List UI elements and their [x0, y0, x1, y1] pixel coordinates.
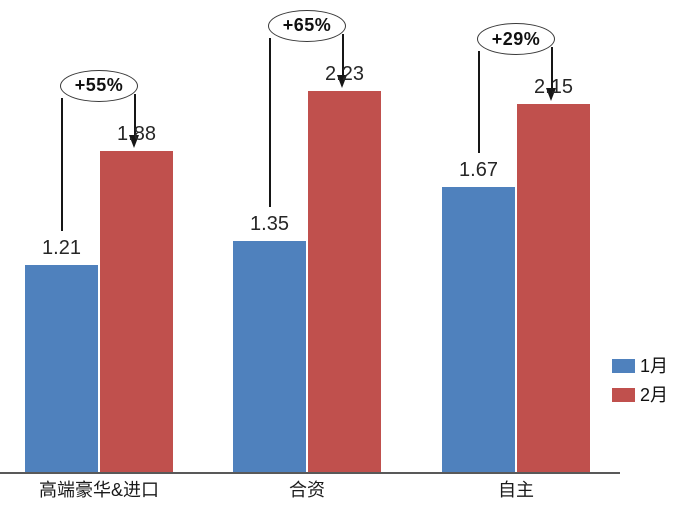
growth-annotation-label: +29% [491, 28, 541, 49]
bar-jan [25, 265, 98, 473]
growth-annotation-ellipse: +65% [268, 9, 346, 42]
annotation-arrow-line [550, 47, 553, 89]
arrow-down-icon [336, 74, 347, 88]
growth-annotation-label: +65% [282, 15, 332, 36]
bar-jan [442, 186, 515, 473]
legend-swatch-jan [612, 359, 635, 373]
growth-annotation-ellipse: +29% [477, 23, 555, 56]
x-axis-line [0, 472, 620, 474]
value-label-feb: 1.88 [117, 122, 156, 145]
legend-item-jan: 1月 [612, 357, 668, 375]
bar-feb [100, 150, 173, 473]
legend-item-feb: 2月 [612, 386, 668, 404]
bar-feb [517, 104, 590, 473]
category-label-joint-venture: 合资 [289, 480, 325, 500]
growth-annotation-ellipse: +55% [60, 69, 138, 102]
category-label-domestic: 自主 [498, 480, 534, 500]
legend-label-jan: 1月 [640, 356, 669, 376]
category-label-luxury-import: 高端豪华&进口 [38, 480, 160, 500]
annotation-connector-line [268, 37, 271, 208]
value-label-feb: 2.23 [325, 62, 364, 85]
arrow-down-icon [128, 134, 139, 148]
arrow-down-icon [545, 88, 556, 102]
annotation-arrow-line [133, 93, 136, 135]
annotation-connector-line [477, 51, 480, 153]
value-label-jan: 1.21 [42, 237, 81, 260]
value-label-jan: 1.67 [459, 158, 498, 181]
growth-annotation-label: +55% [74, 75, 124, 96]
value-label-jan: 1.35 [250, 213, 289, 236]
legend-swatch-feb [612, 388, 635, 402]
bar-feb [308, 90, 381, 473]
annotation-arrow-line [341, 33, 344, 75]
legend: 1月 2月 [612, 357, 668, 404]
legend-label-feb: 2月 [640, 385, 669, 405]
value-label-feb: 2.15 [534, 76, 573, 99]
bar-jan [233, 241, 306, 473]
annotation-connector-line [60, 97, 63, 232]
